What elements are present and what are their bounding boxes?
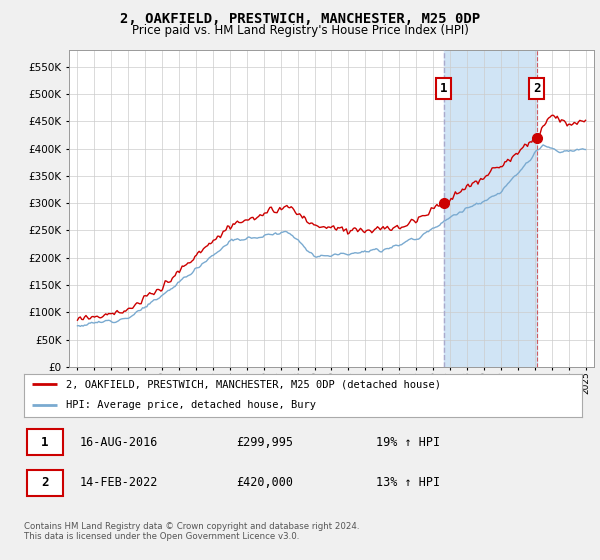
Text: 13% ↑ HPI: 13% ↑ HPI bbox=[376, 477, 440, 489]
Bar bbox=[443, 50, 537, 367]
FancyBboxPatch shape bbox=[27, 470, 63, 496]
Text: 16-AUG-2016: 16-AUG-2016 bbox=[80, 436, 158, 449]
Text: 1: 1 bbox=[440, 82, 448, 95]
Text: Contains HM Land Registry data © Crown copyright and database right 2024.
This d: Contains HM Land Registry data © Crown c… bbox=[24, 522, 359, 542]
Text: £299,995: £299,995 bbox=[236, 436, 293, 449]
Text: £420,000: £420,000 bbox=[236, 477, 293, 489]
Text: 19% ↑ HPI: 19% ↑ HPI bbox=[376, 436, 440, 449]
Text: Price paid vs. HM Land Registry's House Price Index (HPI): Price paid vs. HM Land Registry's House … bbox=[131, 24, 469, 37]
Text: HPI: Average price, detached house, Bury: HPI: Average price, detached house, Bury bbox=[66, 400, 316, 410]
FancyBboxPatch shape bbox=[27, 429, 63, 455]
Text: 14-FEB-2022: 14-FEB-2022 bbox=[80, 477, 158, 489]
Text: 2, OAKFIELD, PRESTWICH, MANCHESTER, M25 0DP (detached house): 2, OAKFIELD, PRESTWICH, MANCHESTER, M25 … bbox=[66, 380, 441, 389]
Text: 2: 2 bbox=[41, 477, 49, 489]
Text: 1: 1 bbox=[41, 436, 49, 449]
Text: 2: 2 bbox=[533, 82, 541, 95]
Text: 2, OAKFIELD, PRESTWICH, MANCHESTER, M25 0DP: 2, OAKFIELD, PRESTWICH, MANCHESTER, M25 … bbox=[120, 12, 480, 26]
